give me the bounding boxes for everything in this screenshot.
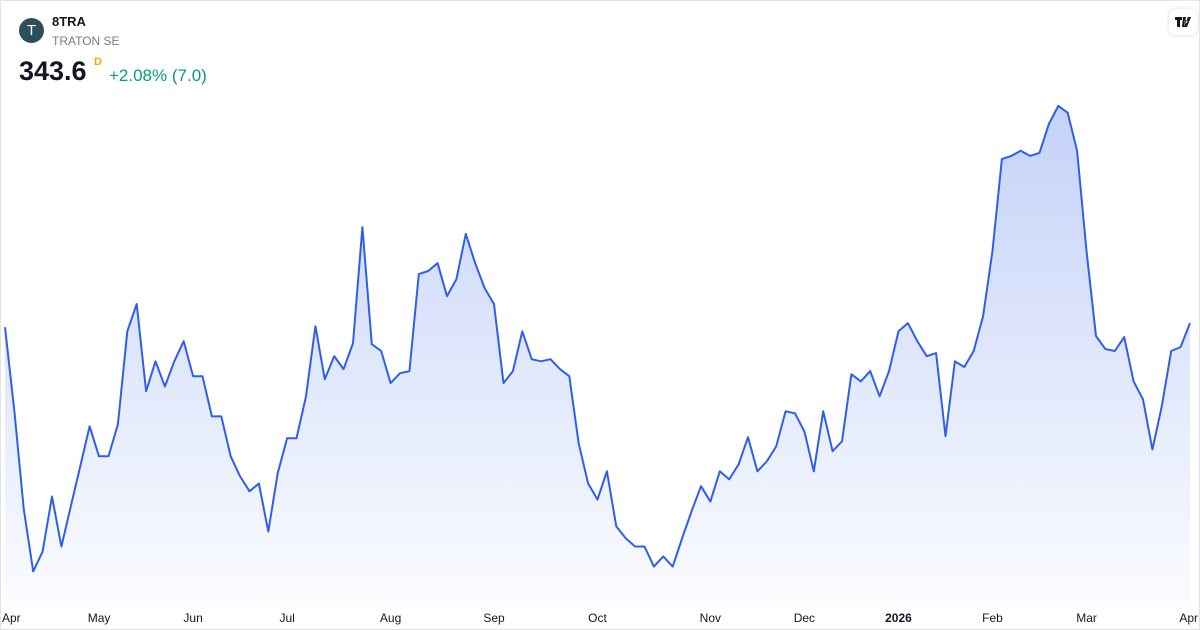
tv-logo[interactable]	[1169, 9, 1197, 35]
company-name: TRATON SE	[52, 34, 120, 48]
symbol[interactable]: 8TRA	[52, 14, 86, 29]
x-tick-label: Nov	[700, 611, 721, 625]
x-tick-label: Jul	[279, 611, 294, 625]
x-tick-label: Mar	[1076, 611, 1097, 625]
price: 343.6	[19, 56, 87, 86]
x-tick-label: Sep	[483, 611, 505, 625]
interval: D	[94, 56, 102, 68]
x-tick-label: Apr	[2, 611, 21, 625]
x-tick-label: Jun	[183, 611, 202, 625]
x-tick-label: Oct	[588, 611, 607, 625]
x-tick-label: Dec	[794, 611, 815, 625]
x-tick-label: May	[88, 611, 111, 625]
x-tick-label: 2026	[885, 611, 912, 625]
logo: T	[19, 18, 44, 43]
tv-logo-icon	[1175, 17, 1191, 27]
change: +2.08% (7.0)	[109, 66, 207, 85]
area-fill	[5, 105, 1190, 608]
x-tick-label: Aug	[380, 611, 401, 625]
x-tick-label: Apr	[1179, 611, 1198, 625]
price-line	[4, 104, 1191, 573]
x-tick-label: Feb	[982, 611, 1003, 625]
